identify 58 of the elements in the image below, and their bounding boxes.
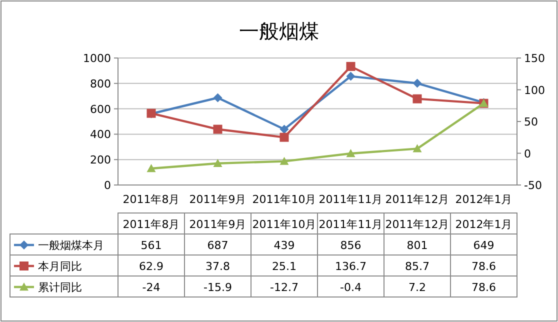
data-label: 78.6 bbox=[472, 260, 496, 273]
y2-tick-label: 50 bbox=[524, 116, 538, 128]
category-label: 2011年9月 bbox=[189, 218, 246, 231]
data-label: 561 bbox=[140, 239, 162, 252]
category-label: 2011年8月 bbox=[122, 218, 180, 231]
point bbox=[146, 164, 156, 172]
data-label: 25.1 bbox=[272, 260, 296, 273]
x-tick-label: 2011年11月 bbox=[318, 193, 383, 206]
category-label: 2011年12月 bbox=[385, 218, 450, 231]
y-tick-label: 0 bbox=[104, 179, 111, 192]
point bbox=[213, 158, 222, 167]
x-tick-label: 2011年10月 bbox=[252, 193, 316, 206]
data-label: -24 bbox=[142, 281, 160, 294]
data-label: 62.9 bbox=[139, 260, 164, 273]
data-label: 801 bbox=[406, 239, 428, 252]
data-label: -0.4 bbox=[340, 281, 362, 294]
data-label: 85.7 bbox=[405, 260, 430, 273]
y2-tick-label: 0 bbox=[524, 147, 531, 160]
data-label: 856 bbox=[340, 239, 362, 252]
data-label: 439 bbox=[274, 239, 295, 252]
legend-label: 一般烟煤本月 bbox=[38, 239, 104, 252]
x-tick-label: 2011年8月 bbox=[122, 193, 180, 206]
y2-tick-label: 100 bbox=[524, 84, 545, 97]
point bbox=[213, 93, 222, 102]
category-label: 2011年10月 bbox=[252, 218, 316, 231]
point bbox=[213, 124, 222, 134]
x-tick-label: 2011年9月 bbox=[189, 193, 246, 206]
x-tick-label: 2012年1月 bbox=[455, 193, 512, 206]
y-tick-label: 200 bbox=[90, 154, 111, 167]
point bbox=[412, 144, 422, 152]
data-label: -15.9 bbox=[204, 281, 232, 294]
data-label: 37.8 bbox=[206, 260, 230, 273]
x-tick-label: 2011年12月 bbox=[385, 193, 450, 206]
data-label: 649 bbox=[473, 239, 494, 252]
point bbox=[280, 156, 289, 165]
y-tick-label: 800 bbox=[90, 77, 111, 90]
data-label: 7.2 bbox=[408, 281, 426, 294]
category-label: 2012年1月 bbox=[455, 218, 512, 231]
data-label: -12.7 bbox=[270, 281, 298, 294]
point bbox=[412, 78, 422, 88]
y-tick-label: 400 bbox=[90, 128, 111, 142]
data-label: 136.7 bbox=[335, 260, 366, 273]
y-tick-label: 1000 bbox=[83, 52, 111, 65]
point bbox=[346, 72, 356, 81]
y-tick-label: 600 bbox=[90, 102, 111, 116]
legend-label: 本月同比 bbox=[38, 260, 82, 273]
point bbox=[346, 149, 356, 158]
data-label: 687 bbox=[207, 239, 228, 252]
point bbox=[280, 124, 289, 134]
y2-tick-label: -50 bbox=[524, 179, 542, 192]
point bbox=[280, 132, 289, 142]
legend-label: 累计同比 bbox=[38, 281, 82, 294]
chart-title: 一般烟煤 bbox=[239, 19, 319, 43]
point bbox=[346, 62, 356, 71]
point bbox=[412, 94, 422, 104]
y2-tick-label: 150 bbox=[524, 52, 545, 65]
data-label: 78.6 bbox=[472, 281, 496, 294]
category-label: 2011年11月 bbox=[318, 218, 383, 231]
